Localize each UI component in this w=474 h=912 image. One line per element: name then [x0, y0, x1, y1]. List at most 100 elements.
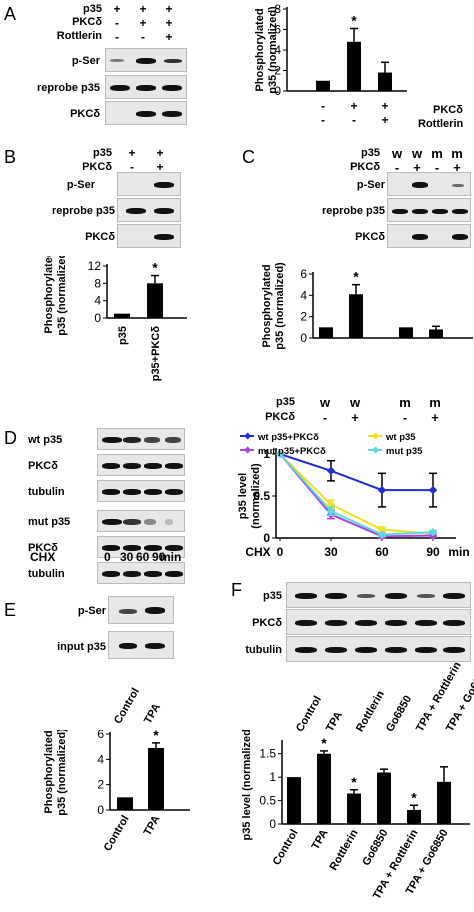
bar — [317, 753, 331, 824]
bar — [437, 781, 451, 824]
x-condition-symbol: + — [381, 113, 388, 127]
cond-label-p35: p35 — [361, 147, 380, 159]
band — [165, 463, 183, 469]
y-tick-label: 0 — [300, 331, 307, 345]
x-condition-symbol: w — [319, 395, 331, 410]
blot-label: PKCδ — [28, 460, 58, 472]
band — [102, 463, 120, 469]
series-line — [279, 453, 434, 538]
x-row-label: PKCδ — [433, 104, 463, 116]
blot-label: tubulin — [28, 568, 65, 580]
panel-letter-c: C — [242, 147, 255, 167]
y-axis-label: Phosphorylatedp35 (normalized) — [254, 6, 279, 94]
x-unit-label: min — [448, 545, 469, 559]
cond-label-rottlerin: Rottlerin — [56, 30, 102, 42]
x-tick-label: Go6850 — [360, 828, 390, 868]
bar — [114, 313, 130, 318]
band — [165, 489, 183, 495]
y-tick-label: 4 — [94, 294, 101, 308]
lane-label: Control — [112, 686, 142, 726]
cond-label-p35: p35 — [83, 3, 102, 15]
condition-symbol: - — [130, 160, 134, 174]
band — [102, 437, 122, 443]
panel-letter-b: B — [4, 147, 17, 167]
x-row-label: Rottlerin — [418, 118, 464, 130]
cond-label-pkcd: PKCδ — [82, 161, 112, 173]
band — [165, 545, 183, 551]
band — [144, 571, 162, 577]
blot-label: PKCδ — [355, 231, 385, 243]
bar — [377, 772, 391, 824]
series-line — [279, 453, 434, 535]
blot-label: tubulin — [28, 486, 65, 498]
condition-symbol: + — [156, 146, 164, 160]
time-label: 90 — [152, 550, 166, 564]
chart-b: 0 4 8 12 Phosphorylatedp35 (normalized) * p35 p… — [43, 256, 187, 382]
condition-symbol: + — [139, 16, 147, 30]
blot-pkcd — [387, 224, 471, 248]
x-tick-label: p35+PKCδ — [150, 326, 162, 382]
blot-p-ser — [387, 172, 471, 196]
band — [123, 571, 141, 577]
x-tick-label: 0 — [277, 545, 284, 559]
blot-reprobe-p35 — [387, 198, 471, 222]
band — [144, 519, 156, 525]
blot-label: wt p35 — [28, 434, 63, 446]
band — [144, 489, 162, 495]
time-label: 30 — [120, 550, 134, 564]
x-condition-symbol: - — [402, 410, 408, 425]
band — [144, 437, 160, 443]
legend-label: mut p35+PKCδ — [258, 446, 326, 457]
significance-marker: * — [351, 774, 357, 790]
condition-symbol: m — [431, 146, 443, 161]
blot-label: p-Ser — [356, 179, 385, 191]
chx-label: CHX — [30, 550, 56, 564]
significance-marker: * — [411, 789, 417, 805]
blot-label: p-Ser — [71, 55, 100, 67]
y-tick-label: 0 — [94, 311, 101, 325]
x-tick-label: Rottlerin — [328, 827, 361, 872]
lane-label: Control — [294, 694, 324, 734]
y-axis-label: Phosphorylatedp35 (normalized) — [43, 730, 68, 816]
band — [123, 545, 141, 551]
blot-reprobe-p35 — [117, 198, 181, 222]
band — [123, 489, 141, 495]
x-condition-symbol: - — [321, 113, 325, 127]
bar — [349, 294, 363, 338]
y-tick-label: 6 — [300, 267, 307, 281]
y-tick-label: 1 — [269, 770, 276, 784]
y-axis-label: Phosphorylatedp35 (normalized) — [43, 256, 68, 336]
band — [165, 571, 183, 577]
x-condition-symbol: + — [381, 99, 388, 113]
y-tick-label: 0 — [97, 803, 104, 817]
y-axis-label: p35 level (normalized) — [241, 730, 253, 840]
blot-label: PKCδ — [252, 617, 282, 629]
bar — [378, 72, 392, 91]
significance-marker: * — [351, 12, 357, 28]
condition-symbol: - — [115, 16, 119, 30]
bar — [117, 797, 133, 810]
blot-pkcd — [286, 609, 471, 635]
bar — [287, 777, 301, 824]
legend-marker — [244, 432, 252, 440]
y-axis-label-line: Phosphorylated — [254, 8, 266, 91]
bar — [399, 327, 413, 338]
blot-label: PKCδ — [28, 542, 58, 554]
band — [123, 519, 141, 525]
condition-symbol: + — [453, 160, 461, 175]
x-condition-symbol: + — [351, 410, 359, 425]
lane-label: Go6850 — [384, 693, 415, 734]
data-point — [275, 449, 285, 459]
blot — [97, 454, 185, 476]
cond-label-pkcd: PKCδ — [350, 161, 380, 173]
blot-label: mut p35 — [28, 516, 71, 528]
blot-p-ser — [117, 172, 181, 196]
blot-reprobe-p35 — [105, 75, 187, 99]
condition-symbol: + — [413, 160, 421, 175]
bar — [347, 793, 361, 824]
y-tick-label: 2 — [274, 64, 281, 78]
band — [123, 463, 141, 469]
y-tick-label: 0 — [274, 84, 281, 98]
x-condition-symbol: - — [352, 113, 356, 127]
